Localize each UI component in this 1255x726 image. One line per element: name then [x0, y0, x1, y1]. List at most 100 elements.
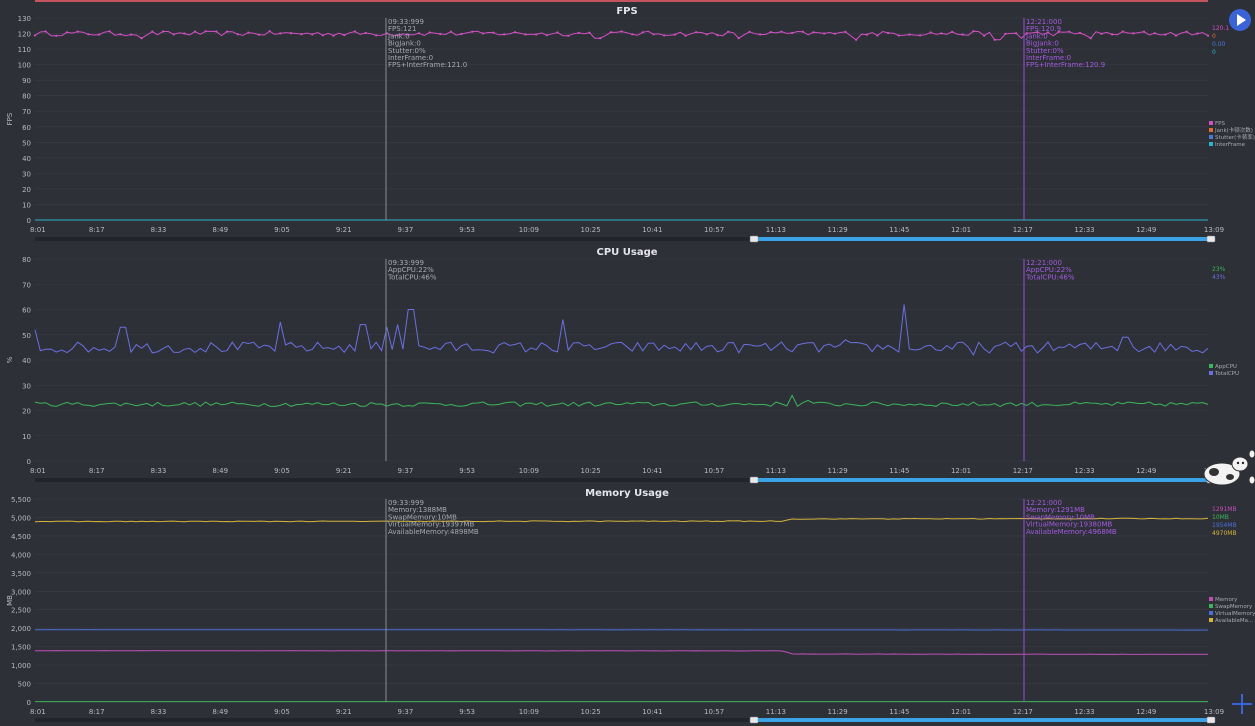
x-tick-label: 11:45	[889, 226, 909, 234]
fps-point	[556, 31, 559, 34]
tooltip-right-line: Stutter:0%	[1026, 47, 1064, 55]
y-tick-label: 10	[22, 433, 31, 441]
y-tick-label: 4,500	[11, 533, 31, 541]
play-button[interactable]	[1229, 9, 1251, 31]
tooltip-right-line: TotalCPU:46%	[1025, 273, 1075, 281]
series-current-value: 0	[1212, 33, 1216, 40]
tooltip-right-line: FPS:120.9	[1026, 25, 1061, 33]
time-slider-handle-start[interactable]	[749, 235, 759, 243]
series-line-memory	[35, 650, 1209, 655]
fps-point	[1089, 37, 1092, 40]
fps-point	[428, 31, 431, 34]
y-tick-label: 10	[22, 201, 31, 209]
fps-point	[364, 31, 367, 35]
y-tick-label: 20	[22, 408, 31, 416]
tooltip-left-line: 09:33:999	[388, 18, 424, 26]
y-tick-label: 2,500	[11, 607, 31, 615]
time-slider-range[interactable]	[754, 478, 1208, 482]
fps-point	[673, 33, 676, 36]
fps-point	[940, 32, 943, 35]
y-tick-label: 0	[27, 217, 31, 225]
series-current-value: 0.00	[1212, 41, 1226, 48]
x-tick-label: 9:37	[398, 708, 414, 716]
x-tick-label: 12:49	[1136, 226, 1156, 234]
fps-point	[343, 34, 346, 37]
tooltip-left-line: VirtualMemory:19397MB	[388, 521, 474, 529]
fps-point	[801, 30, 804, 33]
top-accent-bar	[35, 0, 1208, 2]
tooltip-right-line: InterFrame:0	[1026, 54, 1071, 62]
legend-label: Memory	[1215, 597, 1238, 603]
time-slider-handle-end[interactable]	[1206, 235, 1216, 243]
time-slider-handle-start[interactable]	[749, 716, 759, 724]
fps-point	[855, 38, 858, 41]
fps-point	[652, 33, 655, 36]
legend-swatch	[1209, 371, 1213, 375]
chart-title: Memory Usage	[585, 488, 669, 499]
fps-point	[1110, 33, 1114, 36]
y-tick-label: 60	[22, 124, 31, 132]
legend-label: AppCPU	[1215, 364, 1237, 370]
fps-point	[1206, 34, 1210, 37]
legend-label: Stutter(卡顿率)	[1215, 133, 1255, 141]
fps-point	[1174, 34, 1178, 37]
x-tick-label: 9:53	[459, 708, 475, 716]
legend-swatch	[1209, 364, 1213, 368]
time-slider-range[interactable]	[754, 237, 1208, 241]
legend-swatch	[1209, 597, 1213, 601]
fps-point	[641, 31, 644, 34]
fps-point	[492, 31, 495, 34]
tooltip-right-line: AvailableMemory:4968MB	[1026, 528, 1117, 536]
fps-point	[44, 30, 47, 33]
x-tick-label: 9:21	[336, 708, 352, 716]
series-line-availablememory	[34, 517, 1209, 523]
time-slider-range[interactable]	[754, 718, 1208, 722]
y-tick-label: 130	[18, 15, 31, 23]
time-slider-handle-end[interactable]	[1206, 716, 1216, 724]
x-tick-label: 9:53	[459, 226, 475, 234]
fps-point	[97, 33, 101, 36]
x-tick-label: 10:25	[581, 708, 601, 716]
chart-panel-2: Memory Usage 0 500 1,000 1,500 2,000 2,500 3,00…	[6, 488, 1255, 724]
y-tick-label: 1,000	[11, 662, 31, 670]
y-tick-label: 70	[22, 108, 31, 116]
tooltip-right-line: 12:21:000	[1026, 18, 1062, 26]
y-tick-label: 2,000	[11, 625, 31, 633]
tooltip-right-line: AppCPU:22%	[1026, 266, 1072, 274]
time-slider-track[interactable]	[35, 237, 1208, 241]
tooltip-left-line: FPS+InterFrame:121.0	[388, 61, 467, 69]
x-tick-label: 10:25	[581, 467, 601, 475]
fps-point	[65, 31, 69, 34]
add-chart-button[interactable]	[1230, 692, 1254, 716]
fps-point	[791, 31, 794, 35]
fps-point	[705, 33, 708, 36]
fps-point	[972, 30, 975, 33]
play-icon	[1237, 14, 1246, 26]
y-tick-label: 0	[27, 458, 31, 466]
time-slider-track[interactable]	[35, 478, 1208, 482]
fps-point	[151, 30, 154, 33]
fps-point	[407, 33, 410, 36]
tooltip-right-line: Memory:1291MB	[1026, 506, 1085, 514]
time-slider-track[interactable]	[35, 718, 1208, 722]
tooltip-right-line: SwapMemory:10MB	[1026, 513, 1095, 521]
fps-point	[919, 34, 922, 37]
series-current-value: 43%	[1212, 274, 1226, 281]
y-tick-label: 50	[22, 139, 31, 147]
fps-point	[567, 34, 570, 37]
time-slider-handle-start[interactable]	[749, 476, 759, 484]
x-tick-label: 10:41	[642, 708, 662, 716]
fps-point	[1121, 30, 1124, 33]
fps-point	[247, 31, 250, 34]
x-tick-label: 12:33	[1074, 226, 1094, 234]
fps-point	[471, 30, 474, 33]
y-tick-label: 80	[22, 93, 31, 101]
fps-point	[55, 34, 58, 37]
x-tick-label: 12:01	[951, 708, 971, 716]
tooltip-left-line: SwapMemory:10MB	[388, 513, 457, 521]
x-tick-label: 12:17	[1013, 708, 1033, 716]
fps-point	[1015, 32, 1018, 35]
series-current-value: 4970MB	[1212, 530, 1237, 537]
tooltip-left-line: Stutter:0%	[388, 47, 426, 55]
